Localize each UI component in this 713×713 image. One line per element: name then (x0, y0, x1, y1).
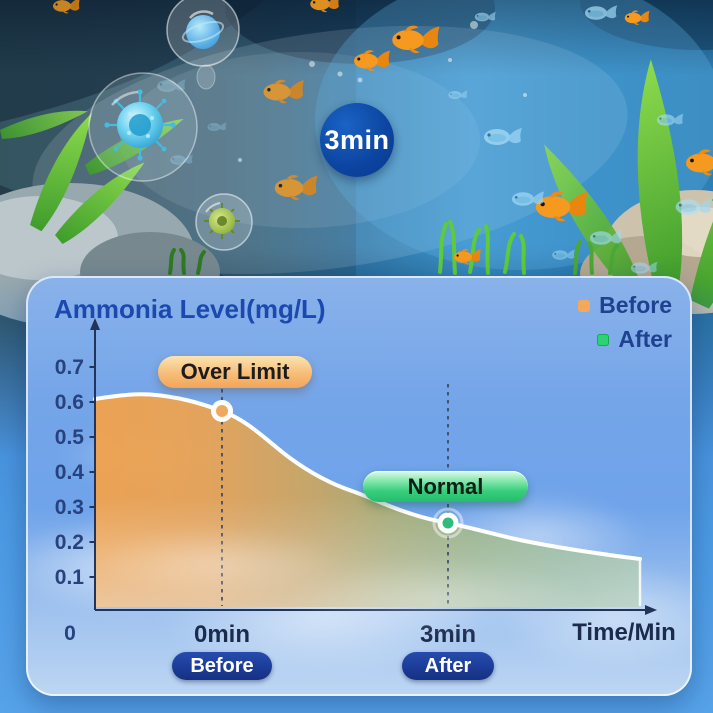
x-tick-0min: 0min (194, 621, 250, 648)
chart-title: Ammonia Level(mg/L) (54, 294, 326, 324)
after-swatch-icon (597, 333, 610, 346)
data-point-before (211, 400, 233, 422)
y-tick-label: 0.2 (55, 531, 84, 554)
blue-fish-icon (474, 12, 496, 22)
y-tick-label: 0.3 (55, 496, 84, 519)
time-badge-label: 3min (324, 124, 390, 155)
legend-item-before: Before (578, 292, 672, 319)
blue-fish-icon (552, 249, 575, 260)
legend-label: Before (599, 292, 672, 318)
blue-fish-icon (484, 128, 522, 145)
blue-fish-icon (656, 113, 684, 126)
y-axis-arrow (90, 318, 100, 330)
over-limit-label: Over Limit (180, 359, 290, 384)
blue-fish-icon (589, 230, 623, 245)
blue-fish-icon (630, 261, 658, 274)
data-point-after-glow (432, 507, 464, 539)
ammonia-chart-card: 0.7 0.6 0.5 0.4 0.3 0.2 0.1 0 0min 3min … (26, 276, 692, 696)
y-tick-label: 0.6 (55, 391, 84, 414)
aquarium-photo (0, 0, 713, 470)
legend-item-after: After (578, 326, 672, 353)
x-axis-title: Time/Min (572, 619, 676, 646)
blue-fish-icon (584, 5, 618, 20)
bubbles (238, 21, 527, 162)
y-tick-label: 0.7 (55, 356, 84, 379)
y-tick-label: 0.1 (55, 566, 85, 589)
chart-legend: Before After (578, 292, 672, 360)
small-bubble (196, 64, 216, 90)
y-tick-label: 0.5 (55, 426, 85, 449)
origin-label: 0 (64, 622, 76, 645)
grass (168, 220, 619, 275)
blue-fish-icon (675, 198, 712, 215)
time-badge: 3min (320, 103, 394, 177)
green-microbe-bubble-icon (195, 193, 253, 251)
legend-label: After (618, 326, 672, 352)
normal-label: Normal (407, 473, 484, 499)
blue-fish-icon (207, 122, 227, 131)
data-point-after (437, 512, 459, 534)
blue-fish-icon (511, 191, 545, 206)
x-axis-arrow (645, 605, 657, 615)
over-limit-badge: Over Limit (158, 356, 312, 388)
blue-fish-icon (448, 90, 468, 99)
x-tick-3min: 3min (420, 621, 476, 648)
virus-bubble-icon (88, 72, 198, 182)
before-swatch-icon (578, 299, 591, 312)
y-tick-label: 0.4 (55, 461, 85, 484)
capsule-bubble-icon (166, 0, 240, 67)
after-button[interactable]: After (402, 652, 494, 680)
before-button[interactable]: Before (172, 652, 272, 680)
normal-badge: Normal (363, 471, 528, 502)
